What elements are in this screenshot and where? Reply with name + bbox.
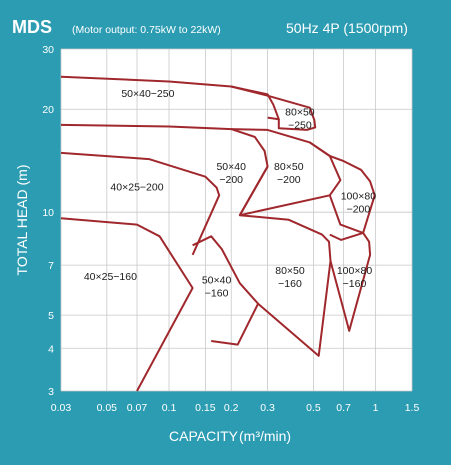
x-axis-title: CAPACITY (m³/min) — [169, 428, 291, 444]
x-tick-label: 0.1 — [162, 402, 177, 414]
x-tick-label: 0.5 — [306, 402, 321, 414]
model-label: 50×40 −160 — [202, 275, 232, 300]
x-axis-title-text: CAPACITY — [169, 428, 239, 444]
y-tick-label: 20 — [42, 104, 54, 116]
model-label-line: −160 — [205, 288, 229, 300]
x-tick-label: 0.3 — [260, 402, 275, 414]
model-label-line: 100×80 — [337, 265, 372, 277]
model-label-line: 50×40 — [202, 275, 232, 287]
y-tick-label: 4 — [48, 343, 54, 355]
y-axis-title: TOTAL HEAD (m) — [14, 165, 30, 276]
model-label-line: 50×40−250 — [121, 88, 174, 100]
plot-area — [61, 49, 412, 391]
y-tick-label: 10 — [42, 207, 54, 219]
x-tick-label: 0.7 — [336, 402, 351, 414]
y-tick-label: 7 — [48, 260, 54, 272]
model-label-line: −200 — [347, 203, 371, 215]
model-label-line: 40×25−200 — [110, 181, 163, 193]
curve-layer — [60, 75, 376, 392]
model-label: 50×40 −200 — [216, 161, 246, 186]
y-tick-label: 30 — [42, 44, 54, 56]
model-label-line: −200 — [277, 174, 301, 186]
x-tick-label: 0.15 — [195, 402, 216, 414]
series-title: MDS — [12, 17, 52, 37]
model-label: 40×25−160 — [84, 271, 137, 283]
model-label: 50×40−250 — [121, 88, 174, 100]
x-tick-label: 0.07 — [127, 402, 148, 414]
curve-region-4 — [231, 128, 342, 217]
x-tick-label: 1.5 — [405, 402, 420, 414]
model-label: 100×80 −200 — [341, 190, 376, 215]
y-tick-label: 5 — [48, 310, 54, 322]
model-label-line: 100×80 — [341, 190, 376, 202]
model-label-line: 40×25−160 — [84, 271, 137, 283]
spec-label: 50Hz 4P (1500rpm) — [286, 20, 408, 36]
curve-region-9 — [239, 214, 332, 357]
curve-region-6 — [60, 151, 221, 256]
curve-region-2 — [230, 85, 317, 131]
axis-ticks: 0.03 0.05 0.07 0.1 0.15 0.2 0.3 0.5 0.7 1 1.5 3 4 5 7 1… — [42, 44, 419, 414]
model-label: 40×25−200 — [110, 181, 163, 193]
y-tick-label: 3 — [48, 386, 54, 398]
curve-region-10 — [329, 231, 372, 332]
model-label-line: −160 — [278, 278, 302, 290]
model-label-line: 80×50 — [275, 265, 305, 277]
curve-region-7 — [60, 217, 194, 392]
x-tick-label: 0.03 — [51, 402, 72, 414]
x-tick-label: 1 — [373, 402, 379, 414]
model-label-line: 50×40 — [216, 161, 246, 173]
model-label-line: 80×50 — [274, 161, 304, 173]
model-label: 80×50 −200 — [274, 161, 304, 186]
x-tick-label: 0.05 — [97, 402, 118, 414]
curve-region-8 — [192, 235, 260, 346]
model-label: 80×50 −250 — [285, 107, 315, 132]
x-tick-label: 0.2 — [224, 402, 239, 414]
model-label-line: −250 — [288, 120, 312, 132]
model-label-line: −160 — [343, 278, 367, 290]
x-axis-unit: (m³/min) — [239, 428, 291, 444]
model-label-line: 80×50 — [285, 107, 315, 119]
model-label: 100×80 −160 — [337, 265, 372, 290]
model-label-line: −200 — [219, 174, 243, 186]
curve-region-5 — [309, 141, 376, 234]
motor-output-note: (Motor output: 0.75kW to 22kW) — [72, 24, 221, 36]
model-label: 80×50 −160 — [275, 265, 305, 290]
